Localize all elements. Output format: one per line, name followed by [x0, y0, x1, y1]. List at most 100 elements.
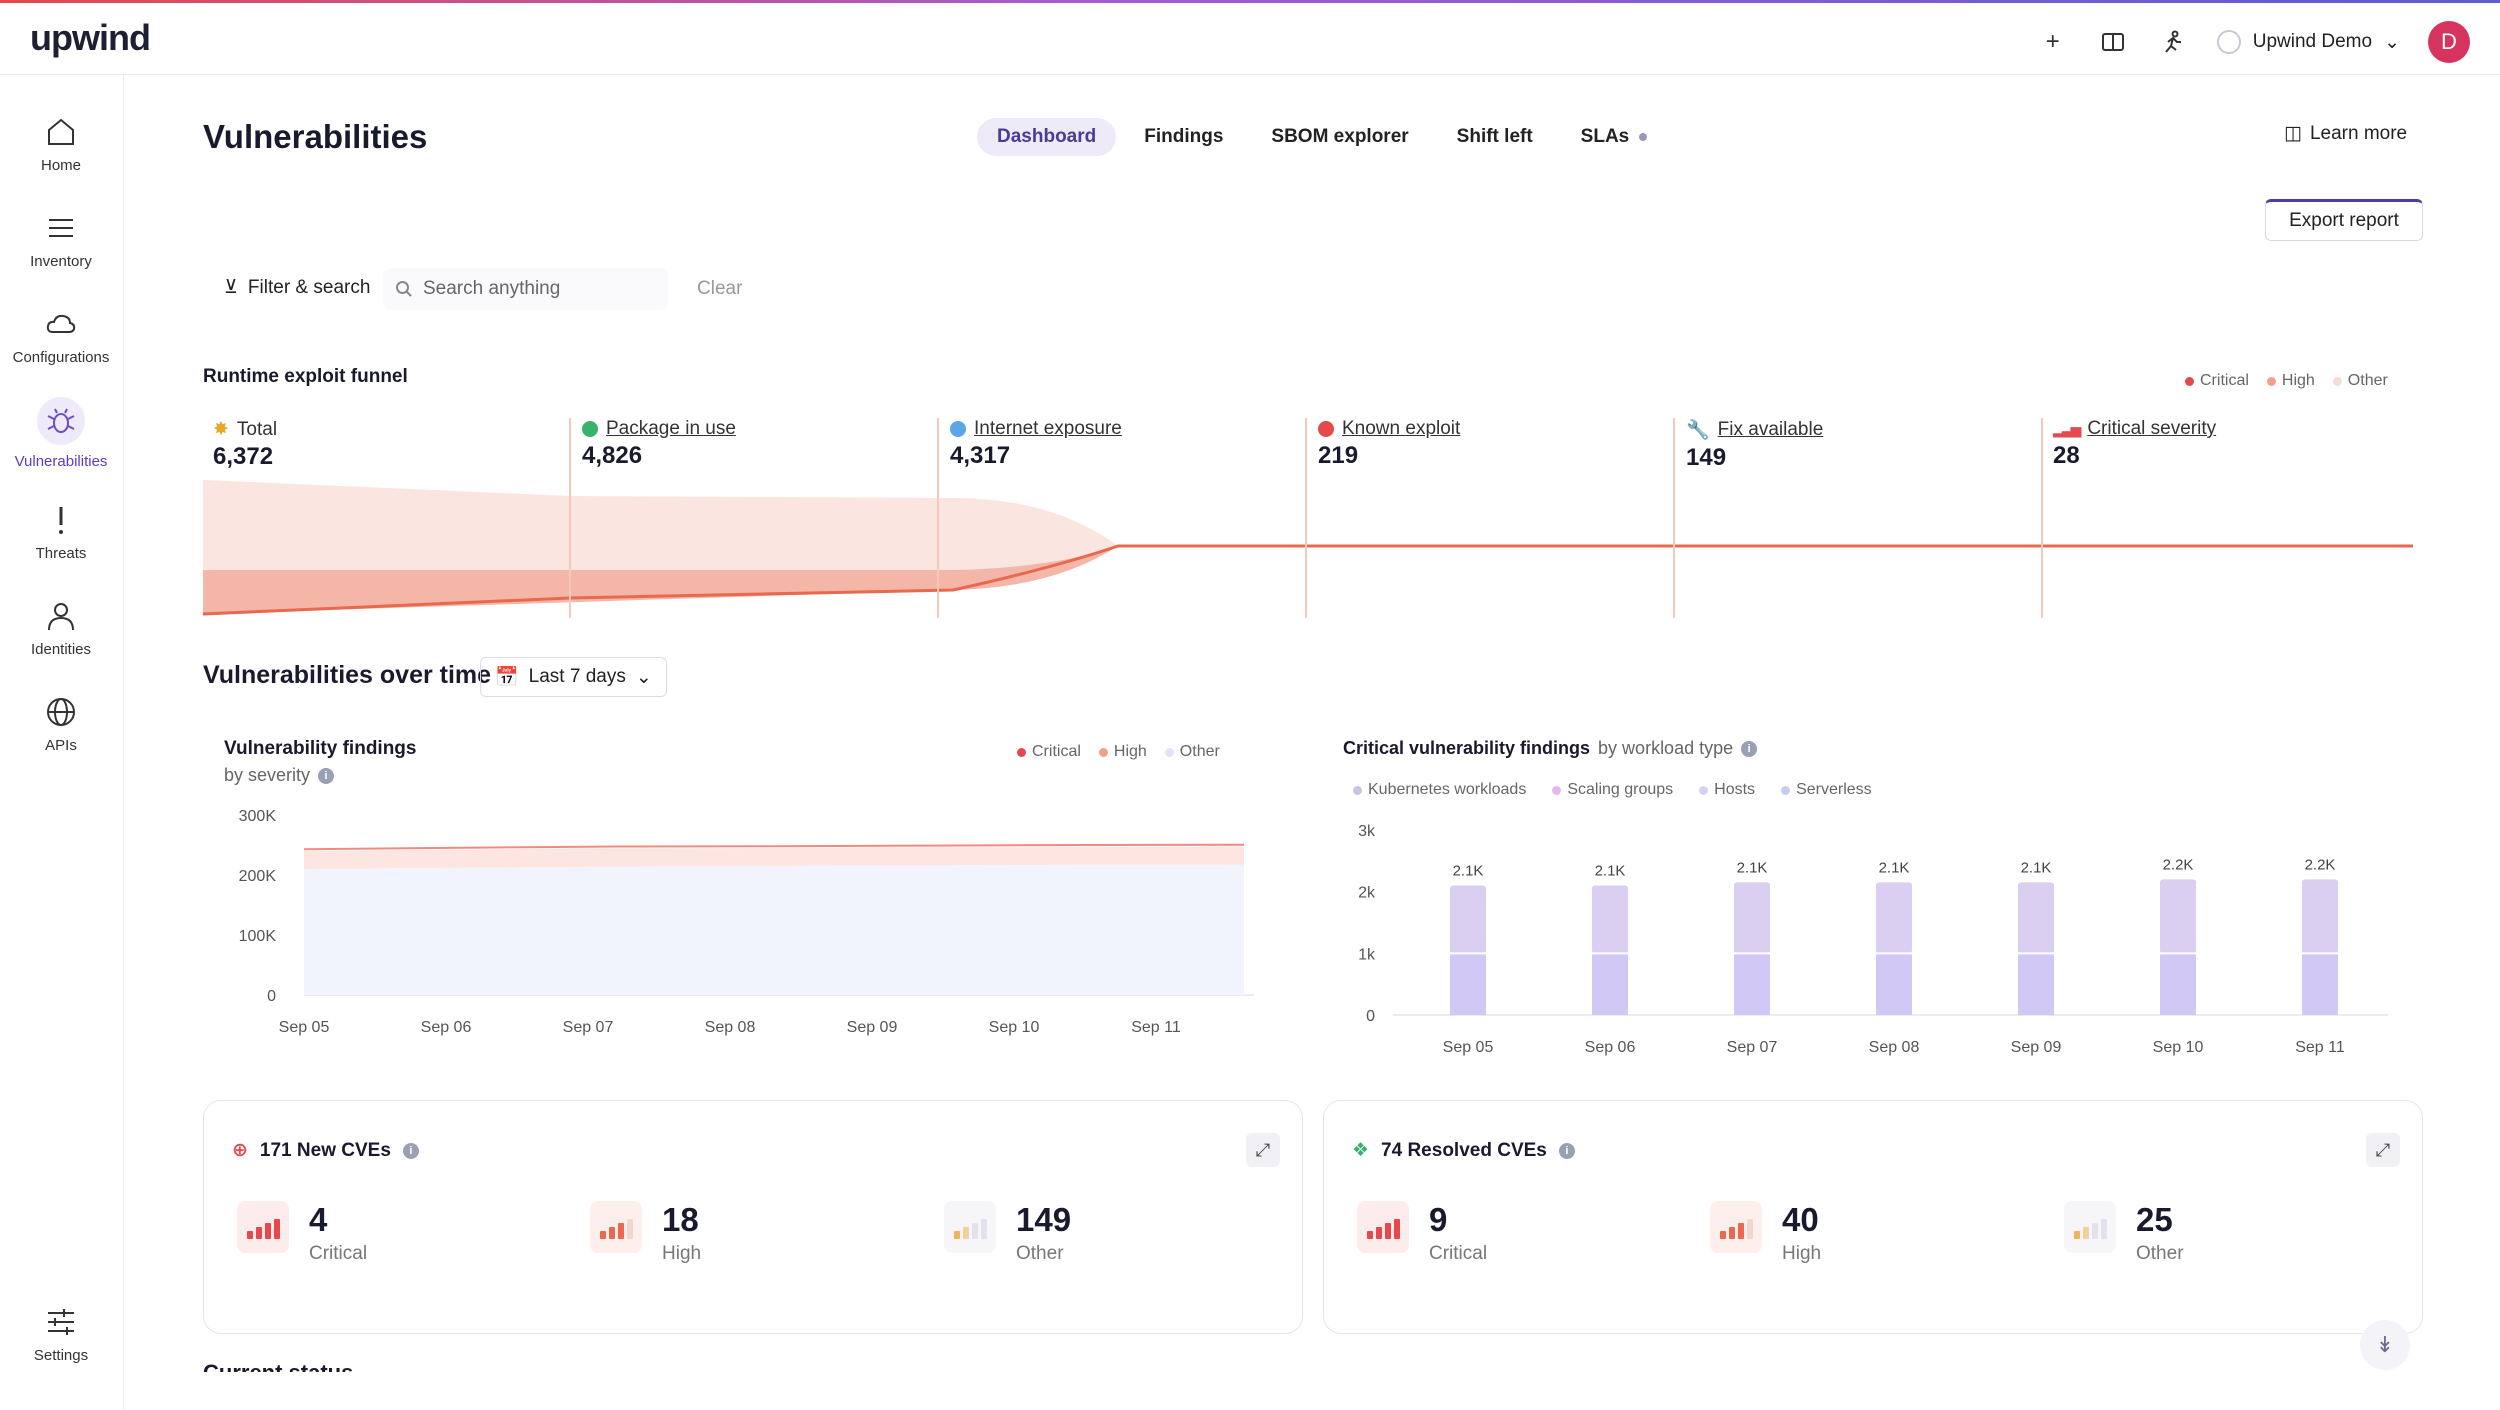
tab-slas[interactable]: SLAs: [1561, 118, 1668, 156]
expand-icon[interactable]: ⤢: [2366, 1133, 2400, 1167]
stat-high[interactable]: 40 High: [1710, 1201, 1821, 1265]
stat-critical[interactable]: 9 Critical: [1357, 1201, 1487, 1265]
tab-findings[interactable]: Findings: [1124, 118, 1243, 156]
sidebar-item-label: Settings: [33, 1347, 89, 1364]
info-icon[interactable]: i: [318, 767, 335, 784]
severity-critical-icon: [1357, 1201, 1409, 1253]
bar-total-label: 2.2K: [2305, 856, 2336, 873]
legend-other: Other: [2332, 372, 2388, 390]
y-tick-label: 3k: [1358, 823, 1376, 840]
legend-critical[interactable]: Critical: [1017, 743, 1081, 761]
bar-segment-kubernetes: [1734, 882, 1770, 954]
sidebar-item-label: Inventory: [30, 253, 92, 270]
info-icon[interactable]: i: [402, 1142, 419, 1159]
search-input[interactable]: Search anything: [383, 268, 668, 310]
scroll-down-button[interactable]: ↡: [2360, 1320, 2410, 1370]
export-report-button[interactable]: Export report: [2265, 199, 2423, 241]
bar-segment-kubernetes: [2302, 879, 2338, 954]
severity-other-icon: [944, 1201, 996, 1253]
legend-swatch: [2185, 376, 2194, 386]
brand-logo[interactable]: upwind: [30, 17, 151, 58]
filter-icon: ⊻: [224, 277, 238, 298]
bar-segment-kubernetes: [2160, 879, 2196, 954]
legend-scaling-groups[interactable]: Scaling groups: [1552, 781, 1673, 799]
legend-serverless[interactable]: Serverless: [1781, 781, 1872, 799]
sidebar-item-home[interactable]: Home: [0, 115, 122, 174]
sidebar-item-inventory[interactable]: Inventory: [0, 211, 122, 270]
plus-icon[interactable]: +: [2045, 28, 2060, 55]
search-placeholder: Search anything: [423, 278, 561, 299]
legend-hosts[interactable]: Hosts: [1699, 781, 1755, 799]
y-tick-label: 300K: [239, 808, 277, 825]
sliders-icon: [48, 1309, 74, 1335]
funnel-line-critical: [203, 544, 2413, 616]
legend-label: High: [1113, 743, 1147, 760]
filter-toggle[interactable]: ⊻ Filter & search: [224, 276, 370, 299]
legend-label: Hosts: [1714, 781, 1756, 798]
stat-critical[interactable]: 4 Critical: [237, 1201, 367, 1265]
tab-dashboard[interactable]: Dashboard: [977, 118, 1117, 156]
funnel-step-fix-available[interactable]: 🔧 Fix available 149: [1686, 418, 1823, 472]
learn-more-link[interactable]: ◫ Learn more: [2284, 122, 2407, 145]
calendar-icon: 📅: [495, 667, 519, 688]
sidebar-item-threats[interactable]: Threats: [0, 503, 122, 562]
expand-icon[interactable]: ⤢: [1246, 1133, 1280, 1167]
sidebar-item-apis[interactable]: APIs: [0, 695, 122, 754]
book-icon: ◫: [2284, 123, 2302, 144]
globe-icon: [950, 421, 966, 437]
bar-segment-kubernetes: [1876, 882, 1912, 954]
severity-high-icon: [1710, 1201, 1762, 1253]
tab-label: SBOM explorer: [1271, 126, 1409, 147]
legend-kubernetes-workloads[interactable]: Kubernetes workloads: [1353, 781, 1526, 799]
user-icon: [48, 603, 74, 631]
tab-label: SLAs: [1580, 126, 1630, 147]
legend-label: Critical: [1032, 743, 1081, 760]
funnel-step-package-in-use[interactable]: Package in use 4,826: [582, 418, 736, 470]
sidebar-item-configurations[interactable]: Configurations: [0, 307, 122, 366]
time-range-select[interactable]: 📅 Last 7 days ⌄: [480, 657, 667, 697]
funnel-step-label: Fix available: [1717, 419, 1824, 440]
legend-swatch: [1017, 747, 1026, 757]
bar-segment-kubernetes: [1592, 885, 1628, 954]
stat-other[interactable]: 149 Other: [944, 1201, 1071, 1265]
avatar[interactable]: D: [2428, 21, 2470, 63]
tab-label: Dashboard: [997, 126, 1097, 147]
info-icon[interactable]: i: [1741, 740, 1758, 757]
tab-label: Shift left: [1456, 126, 1533, 147]
funnel-step-critical-severity[interactable]: ▂▃▅ Critical severity 28: [2053, 418, 2216, 470]
sidebar-item-vulnerabilities[interactable]: Vulnerabilities: [0, 397, 122, 470]
severity-other-icon: [2064, 1201, 2116, 1253]
top-gradient-line: [0, 0, 2500, 3]
chart-header: Critical vulnerability findings by workl…: [1343, 738, 1758, 759]
funnel-area-high: [203, 546, 1118, 614]
globe-icon: [47, 698, 75, 726]
bar-segment-hosts: [1592, 953, 1628, 1015]
funnel-step-internet-exposure[interactable]: Internet exposure 4,317: [950, 418, 1122, 470]
card-header: ⊕ 171 New CVEs i: [232, 1139, 419, 1162]
workload-bar-chart: 3k 2k 1k 0 2.1K Sep 05 2.1K Sep 06 2.1K Sep 07 2.1…: [1358, 823, 2388, 1056]
tab-sbom-explorer[interactable]: SBOM explorer: [1251, 118, 1428, 156]
clear-button[interactable]: Clear: [697, 278, 743, 299]
sidebar-item-settings[interactable]: Settings: [0, 1305, 122, 1364]
sidebar-item-identities[interactable]: Identities: [0, 599, 122, 658]
funnel-step-known-exploit[interactable]: Known exploit 219: [1318, 418, 1460, 470]
area-high: [304, 846, 1244, 869]
chevron-down-icon: ⌄: [2384, 31, 2400, 53]
org-switcher[interactable]: Upwind Demo ⌄: [2216, 30, 2400, 54]
info-icon[interactable]: i: [1558, 1142, 1575, 1159]
run-icon[interactable]: [2157, 26, 2189, 58]
legend-swatch: [1699, 785, 1709, 795]
legend-other[interactable]: Other: [1164, 743, 1220, 761]
sidebar-item-label: Home: [40, 157, 81, 174]
play-icon: [582, 421, 598, 437]
stat-high[interactable]: 18 High: [590, 1201, 701, 1265]
star-icon: ✸: [213, 419, 229, 440]
stat-other[interactable]: 25 Other: [2064, 1201, 2184, 1265]
bar-segment-hosts: [2302, 953, 2338, 1015]
stat-label: Other: [2136, 1243, 2184, 1264]
funnel-step-label: Known exploit: [1342, 418, 1461, 439]
tab-shift-left[interactable]: Shift left: [1437, 118, 1553, 156]
book-icon[interactable]: [2097, 26, 2129, 58]
legend-high[interactable]: High: [1098, 743, 1147, 761]
